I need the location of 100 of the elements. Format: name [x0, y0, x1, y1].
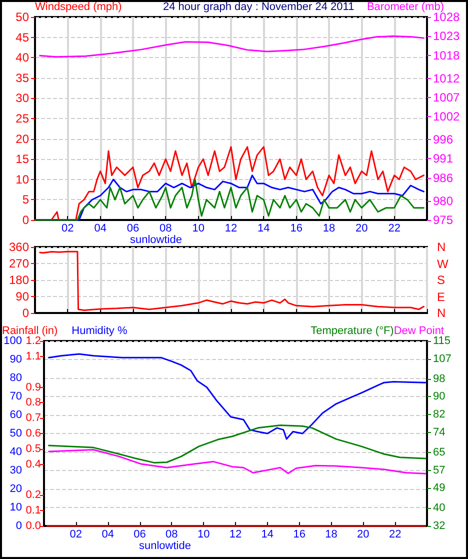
y-axis-title: Humidity %: [72, 325, 128, 338]
y-tick-label: 90: [16, 290, 30, 304]
y2-tick-label: 82: [433, 408, 446, 421]
text: N: [437, 306, 446, 320]
y2-tick-label: 90: [433, 390, 446, 403]
y2-tick-label: 74: [433, 426, 446, 438]
y-tick-label: 50: [10, 428, 22, 440]
y2-tick-label: 1012: [433, 71, 460, 86]
y2-axis-title: Barometer (mb): [366, 1, 444, 13]
y-tick-label: 5: [22, 192, 30, 207]
x-tick-label: 18: [325, 528, 338, 540]
text: W: [437, 256, 448, 270]
y2-tick-label: 1007: [433, 90, 460, 104]
x-tick-label: 20: [356, 222, 368, 234]
y-tick-label: 30: [10, 464, 22, 476]
y-tick-label: 45: [16, 30, 30, 44]
chart-title: 24 hour graph day : November 24 2011: [163, 1, 354, 14]
y-tick-label: 90: [10, 354, 22, 366]
x-tick-label: 04: [102, 528, 114, 540]
y-tick-label: 80: [10, 372, 22, 384]
x-tick-label: 08: [160, 222, 172, 234]
y2-tick-label: 49: [433, 482, 446, 494]
line-series: [48, 449, 426, 474]
y-tick-label: 360: [8, 240, 30, 254]
y3-tick-label: 1.2: [26, 335, 41, 347]
y-tick-label: 0: [22, 213, 30, 227]
x-tick-label: 12: [224, 222, 238, 234]
y-tick-label: 180: [8, 273, 30, 287]
y2-tick-label: 986: [433, 170, 454, 185]
y2-tick-label: 1002: [433, 110, 460, 124]
text: S: [437, 273, 446, 287]
y3-tick-label: 0.4: [26, 458, 41, 470]
text: Dew Point: [394, 325, 444, 337]
y3-axis-title: Rainfall (in): [2, 325, 58, 337]
y-axis-title: Windspeed (mph): [35, 1, 122, 14]
line-series: [48, 353, 426, 440]
y2-axis-title: Temperature (°F): [310, 325, 394, 338]
y-tick-label: 30: [16, 91, 30, 106]
y3-tick-label: 0.2: [26, 489, 41, 502]
x-tick-label: 14: [258, 222, 270, 234]
x-tick-label: 06: [134, 528, 146, 540]
y-tick-label: 35: [16, 70, 30, 85]
line-series: [39, 250, 424, 311]
y-tick-label: 20: [10, 483, 22, 495]
y-tick-label: 0: [16, 520, 22, 532]
y3-tick-label: 0.5: [26, 442, 41, 455]
y-tick-label: 40: [10, 446, 22, 458]
x-tick-label: 22: [388, 222, 400, 234]
x-tick-label: 10: [192, 222, 204, 234]
y-tick-label: 10: [10, 502, 22, 514]
x-tick-label: 20: [357, 528, 370, 540]
x-tick-label: 12: [229, 528, 242, 540]
x-tick-label: 04: [94, 222, 106, 234]
y3-tick-label: 0.8: [26, 396, 41, 409]
y2-tick-label: 975: [433, 213, 454, 227]
text: sunlowtide: [130, 234, 182, 246]
y2-tick-label: 40: [433, 502, 446, 514]
x-tick-label: 16: [290, 222, 302, 234]
y-tick-label: 0: [22, 306, 30, 320]
y-tick-label: 10: [16, 172, 30, 186]
y-tick-label: 60: [10, 409, 22, 421]
y2-tick-label: 1023: [433, 29, 460, 44]
y2-tick-label: 991: [433, 152, 454, 166]
y-tick-label: 40: [16, 50, 30, 65]
line-series: [48, 424, 426, 464]
y-tick-label: 25: [16, 112, 30, 126]
y2-tick-label: 115: [433, 335, 451, 347]
x-tick-label: 06: [126, 222, 140, 234]
y-tick-label: 20: [16, 132, 30, 146]
y2-tick-label: 98: [433, 372, 446, 385]
y-tick-label: 100: [4, 335, 22, 347]
y2-tick-label: 32: [433, 520, 446, 532]
x-tick-label: 16: [293, 528, 306, 540]
y-tick-label: 70: [10, 390, 22, 402]
y-tick-label: 50: [16, 10, 30, 24]
x-tick-label: 14: [261, 528, 274, 540]
x-tick-label: 10: [197, 528, 210, 540]
y2-tick-label: 57: [433, 464, 446, 476]
text: sunlowtide: [139, 540, 191, 552]
y-tick-label: 270: [8, 256, 30, 270]
y3-tick-label: 1.1: [26, 350, 41, 362]
line-series: [39, 35, 424, 58]
text: N: [437, 240, 446, 254]
y3-tick-label: 0.1: [26, 504, 41, 517]
y2-tick-label: 65: [433, 446, 446, 458]
x-tick-label: 22: [388, 528, 402, 540]
x-tick-label: 02: [62, 222, 74, 234]
x-tick-label: 02: [70, 528, 82, 540]
x-tick-label: 18: [322, 222, 336, 234]
text: E: [437, 290, 446, 304]
y3-tick-label: 0.7: [26, 412, 41, 424]
y3-tick-label: 0.0: [26, 520, 41, 532]
y3-tick-label: 0.9: [26, 381, 41, 394]
y2-tick-label: 107: [433, 352, 452, 365]
y2-tick-label: 1018: [433, 48, 460, 62]
y-tick-label: 15: [16, 152, 30, 166]
y2-tick-label: 980: [433, 194, 454, 208]
y3-tick-label: 0.6: [26, 428, 41, 440]
y2-tick-label: 996: [433, 132, 454, 147]
x-tick-label: 08: [166, 528, 178, 540]
